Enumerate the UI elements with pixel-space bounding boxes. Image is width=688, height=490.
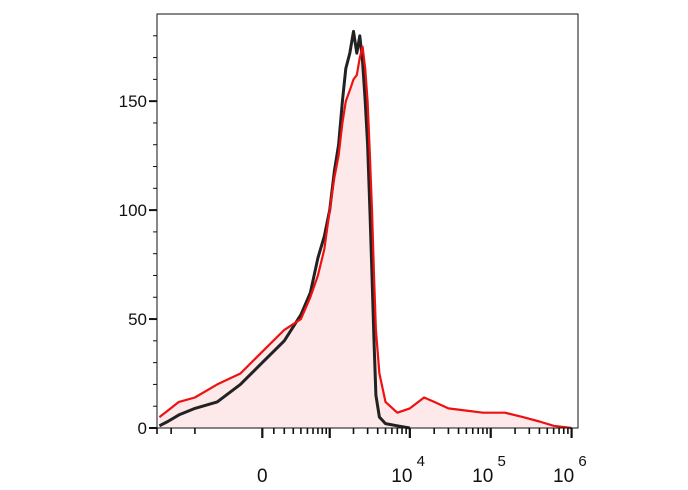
x-tick-label-base: 10 — [553, 466, 574, 487]
x-tick-label: 0 — [257, 466, 268, 487]
series-sample-fill — [159, 46, 572, 428]
x-tick-label: 106 — [553, 453, 587, 487]
x-tick-label-base: 0 — [257, 466, 268, 487]
x-tick-label: 10 4 — [391, 453, 425, 487]
x-tick-label-base: 10 — [472, 466, 493, 487]
series-sample-line — [158, 45, 572, 430]
x-tick-label-exponent: 4 — [417, 453, 425, 470]
y-tick-label: 150 — [119, 92, 147, 111]
y-axis: 0 50 100 150 — [119, 35, 157, 438]
x-tick-label-exponent: 5 — [498, 453, 506, 470]
plot-area — [158, 29, 572, 430]
series-control-line — [158, 29, 411, 430]
y-tick-label: 100 — [119, 201, 147, 220]
y-tick-label: 0 — [138, 419, 147, 438]
x-tick-label-base: 10 — [391, 466, 412, 487]
y-tick-label: 50 — [128, 310, 147, 329]
x-tick-label: 10 5 — [472, 453, 506, 487]
x-tick-label-exponent: 6 — [578, 453, 586, 470]
